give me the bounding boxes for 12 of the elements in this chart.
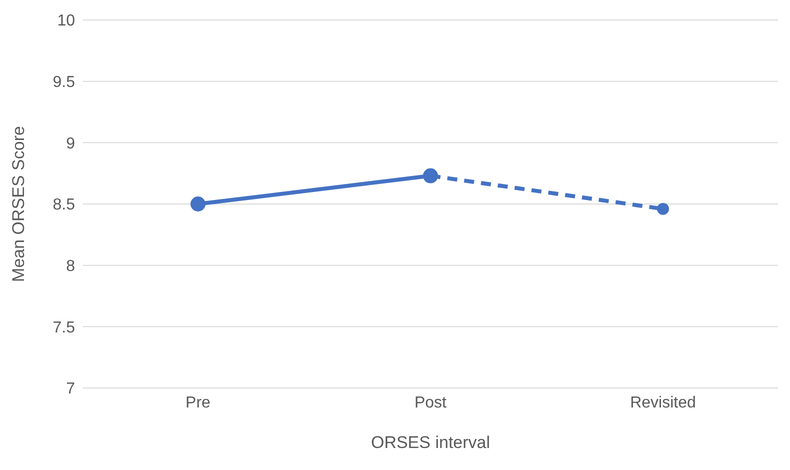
y-axis-title: Mean ORSES Score (9, 126, 28, 282)
x-tick-label: Revisited (630, 394, 696, 412)
x-tick-label: Post (414, 394, 448, 412)
y-tick-label: 9.5 (52, 74, 76, 92)
y-tick-label: 7 (66, 380, 76, 398)
y-tick-label: 8.5 (52, 196, 76, 214)
x-tick-label: Pre (186, 394, 211, 412)
y-tick-label: 7.5 (52, 319, 76, 336)
y-tick-label: 8 (66, 258, 76, 276)
y-tick-label: 9 (66, 135, 76, 152)
y-tick-label: 10 (57, 12, 76, 30)
x-axis-title: ORSES interval (370, 433, 490, 452)
